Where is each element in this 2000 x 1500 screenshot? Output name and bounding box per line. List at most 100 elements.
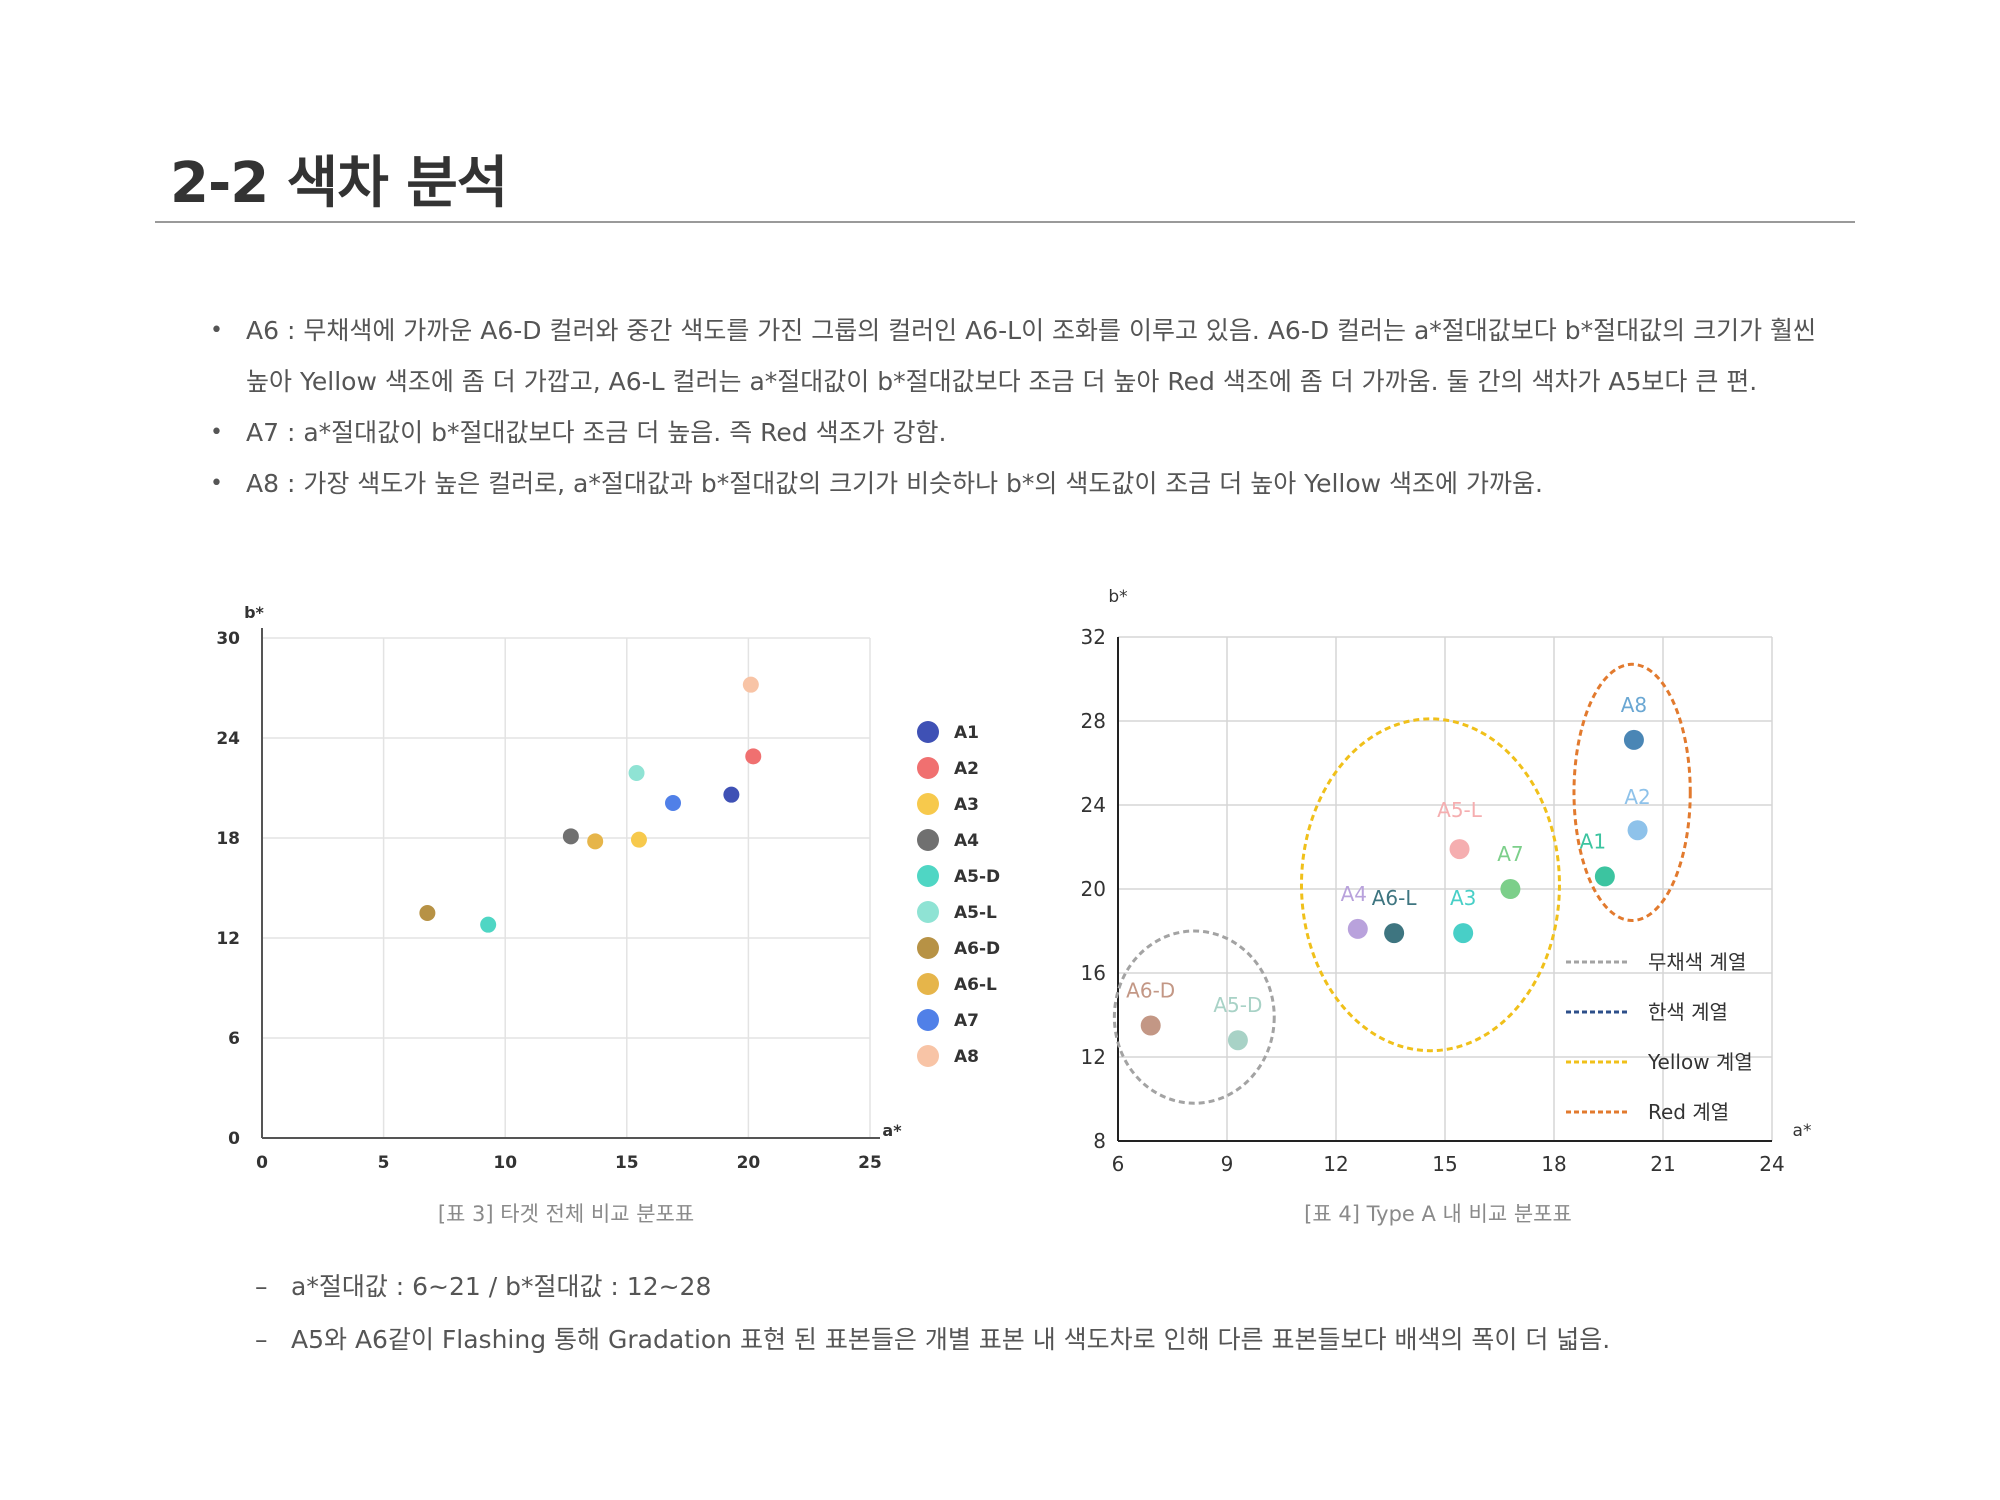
bullet-item-a7: • A7 : a*절대값이 b*절대값보다 조금 더 높음. 즉 Red 색조가 … (210, 407, 1830, 458)
legend-label: Yellow 계열 (1647, 1050, 1753, 1074)
data-point-a3 (630, 831, 647, 848)
data-point-a7 (665, 795, 682, 811)
y-tick-label: 0 (228, 1129, 240, 1149)
page-title: 2-2 색차 분석 (170, 151, 508, 216)
bullet-text: A7 : a*절대값이 b*절대값보다 조금 더 높음. 즉 Red 색조가 강… (246, 418, 947, 447)
legend-label-a3: A3 (954, 795, 979, 815)
x-tick-label: 12 (1323, 1152, 1348, 1176)
x-tick-label: 18 (1541, 1152, 1566, 1176)
data-point-a5-d (480, 916, 497, 933)
legend-swatch-a1 (917, 721, 939, 743)
data-point-a5-d (1227, 1030, 1248, 1051)
point-label-a5-l: A5-L (1437, 798, 1483, 822)
y-tick-label: 24 (1081, 793, 1106, 817)
point-label-a5-d: A5-D (1213, 993, 1262, 1017)
y-axis-label: b* (244, 603, 264, 622)
data-point-a2 (1627, 820, 1648, 841)
x-axis-label: a* (882, 1121, 902, 1140)
analysis-bullet-list: • A6 : 무채색에 가까운 A6-D 컬러와 중간 색도를 가진 그룹의 컬러… (210, 305, 1830, 509)
point-label-a6-l: A6-L (1372, 886, 1418, 910)
y-tick-label: 24 (216, 729, 240, 749)
y-tick-label: 30 (216, 629, 240, 649)
bullet-dot-icon: • (210, 318, 223, 343)
y-tick-label: 12 (1081, 1045, 1106, 1069)
data-point-a8 (742, 676, 759, 693)
group-ellipse-yellow (1299, 717, 1561, 1053)
legend-label-a6-l: A6-L (954, 975, 997, 995)
y-tick-label: 20 (1081, 877, 1106, 901)
x-tick-label: 21 (1650, 1152, 1675, 1176)
legend-label-a5-d: A5-D (954, 867, 1000, 887)
legend-label-a5-l: A5-L (954, 903, 997, 923)
y-tick-label: 8 (1093, 1129, 1106, 1153)
dash-icon: – (255, 1325, 268, 1354)
bullet-text: A6 : 무채색에 가까운 A6-D 컬러와 중간 색도를 가진 그룹의 컬러인… (246, 316, 1817, 396)
bullet-dot-icon: • (210, 420, 223, 445)
y-tick-label: 6 (228, 1029, 240, 1049)
x-tick-label: 15 (615, 1153, 639, 1173)
group-ellipse-red (1572, 662, 1692, 923)
data-point-a1 (1594, 866, 1615, 887)
x-tick-label: 15 (1432, 1152, 1457, 1176)
title-divider (155, 221, 1855, 223)
bullet-item-a6: • A6 : 무채색에 가까운 A6-D 컬러와 중간 색도를 가진 그룹의 컬러… (210, 305, 1830, 407)
legend-swatch-a4 (917, 829, 939, 851)
data-point-a6-l (1384, 923, 1405, 944)
point-label-a2: A2 (1624, 785, 1650, 809)
y-tick-label: 32 (1081, 625, 1106, 649)
summary-notes: – a*절대값 : 6~21 / b*절대값 : 12~28 – A5와 A6같이 … (255, 1260, 1875, 1366)
note-item-gradation: – A5와 A6같이 Flashing 통해 Gradation 표현 된 표본들… (255, 1313, 1875, 1366)
legend-label-a8: A8 (954, 1047, 979, 1067)
legend-swatch-a3 (917, 793, 939, 815)
data-point-a3 (1453, 923, 1474, 944)
note-text: A5와 A6같이 Flashing 통해 Gradation 표현 된 표본들은… (291, 1325, 1611, 1354)
x-tick-label: 0 (256, 1153, 268, 1173)
x-tick-label: 10 (493, 1153, 517, 1173)
y-axis-label: b* (1108, 587, 1127, 607)
x-tick-label: 20 (737, 1153, 761, 1173)
x-tick-label: 5 (378, 1153, 390, 1173)
legend-label: 무채색 계열 (1648, 950, 1746, 974)
data-point-a6-d (419, 905, 436, 921)
data-point-a8 (1623, 729, 1644, 750)
y-tick-label: 12 (216, 929, 240, 949)
data-point-a1 (723, 786, 740, 803)
y-tick-label: 28 (1081, 709, 1106, 733)
legend-label: Red 계열 (1648, 1100, 1729, 1124)
x-tick-label: 9 (1221, 1152, 1234, 1176)
legend-label-a6-d: A6-D (954, 939, 1000, 959)
data-point-a2 (745, 748, 762, 765)
legend-swatch-a6-l (917, 973, 939, 995)
x-tick-label: 24 (1759, 1152, 1784, 1176)
dash-icon: – (255, 1272, 268, 1301)
chart-caption: [표 3] 타겟 전체 비교 분포표 (438, 1202, 694, 1226)
point-label-a1: A1 (1580, 829, 1606, 853)
note-item-range: – a*절대값 : 6~21 / b*절대값 : 12~28 (255, 1260, 1875, 1313)
data-point-a4 (562, 828, 579, 845)
y-tick-label: 18 (216, 829, 240, 849)
point-label-a3: A3 (1450, 886, 1476, 910)
x-tick-label: 25 (858, 1153, 882, 1173)
point-label-a6-d: A6-D (1126, 979, 1175, 1003)
point-label-a8: A8 (1621, 693, 1647, 717)
legend-label-a7: A7 (954, 1011, 979, 1031)
data-point-a5-l (628, 765, 645, 781)
point-label-a7: A7 (1497, 842, 1523, 866)
x-axis-label: a* (1793, 1121, 1812, 1141)
x-tick-label: 6 (1112, 1152, 1125, 1176)
data-point-a5-l (1449, 839, 1470, 860)
data-point-a6-d (1140, 1015, 1161, 1036)
legend-swatch-a5-d (917, 865, 939, 887)
data-point-a7 (1500, 879, 1521, 899)
bullet-text: A8 : 가장 색도가 높은 컬러로, a*절대값과 b*절대값의 크기가 비슷… (246, 469, 1543, 498)
legend-swatch-a6-d (917, 937, 939, 959)
legend-label: 한색 계열 (1648, 1000, 1728, 1024)
bullet-dot-icon: • (210, 471, 223, 496)
data-point-a4 (1347, 918, 1368, 939)
chart-caption: [표 4] Type A 내 비교 분포표 (1304, 1202, 1572, 1226)
note-text: a*절대값 : 6~21 / b*절대값 : 12~28 (291, 1272, 712, 1301)
legend-label-a1: A1 (954, 723, 979, 743)
legend-swatch-a5-l (917, 901, 939, 923)
